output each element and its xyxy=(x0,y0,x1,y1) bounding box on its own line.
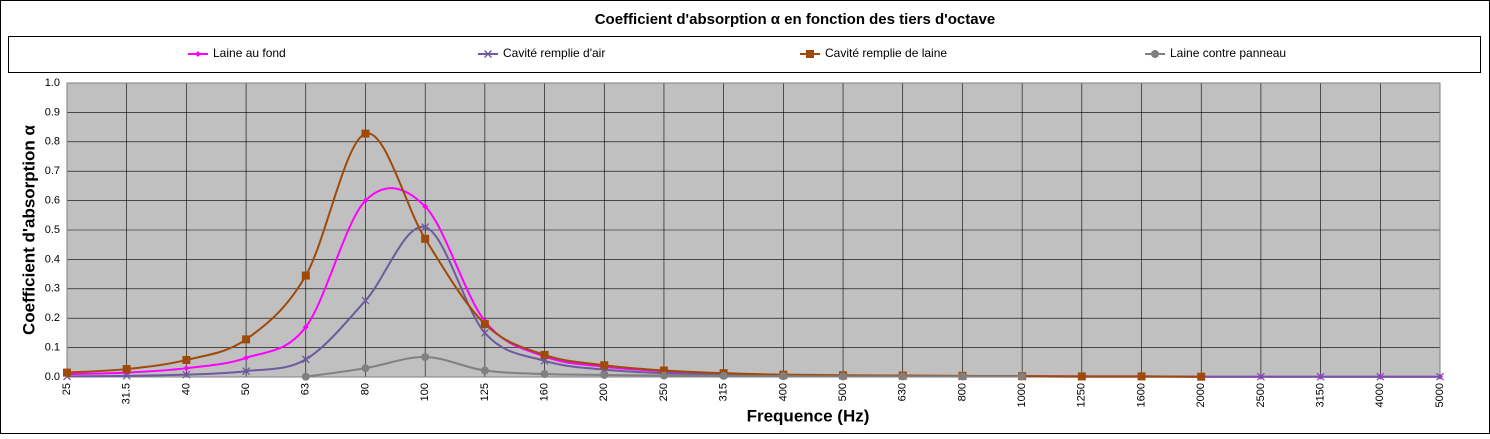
y-tick-label: 0.9 xyxy=(45,106,60,118)
marker xyxy=(122,365,131,374)
marker xyxy=(242,367,251,376)
marker xyxy=(1376,372,1385,381)
marker xyxy=(480,328,489,337)
marker xyxy=(540,350,549,359)
x-tick-label: 400 xyxy=(777,383,789,401)
x-tick-label: 2000 xyxy=(1195,383,1207,407)
y-tick-label: 0.4 xyxy=(45,253,60,265)
marker xyxy=(362,197,369,204)
marker xyxy=(1436,372,1444,381)
marker xyxy=(301,372,310,381)
marker xyxy=(183,365,190,372)
y-tick-label: 1.0 xyxy=(45,77,60,89)
y-tick-label: 0.5 xyxy=(45,224,60,236)
marker xyxy=(958,372,967,381)
marker xyxy=(1197,372,1206,381)
x-tick-label: 31.5 xyxy=(121,383,133,404)
x-tick-label: 3150 xyxy=(1315,383,1327,407)
x-tick-label: 5000 xyxy=(1434,383,1446,407)
marker xyxy=(719,371,728,380)
marker xyxy=(600,370,609,379)
marker xyxy=(1077,372,1086,381)
marker xyxy=(659,371,668,380)
x-tick-label: 2500 xyxy=(1255,383,1267,407)
x-tick-label: 1000 xyxy=(1016,383,1028,407)
marker xyxy=(1316,372,1325,381)
y-tick-label: 0.7 xyxy=(45,165,60,177)
x-tick-label: 4000 xyxy=(1374,383,1386,407)
x-tick-label: 50 xyxy=(240,383,252,395)
x-tick-label: 63 xyxy=(300,383,312,395)
marker xyxy=(421,353,430,362)
plot-border xyxy=(66,82,1441,378)
marker xyxy=(242,335,251,344)
marker xyxy=(779,372,788,381)
x-tick-label: 1600 xyxy=(1135,383,1147,407)
x-axis-title: Frequence (Hz) xyxy=(747,406,870,425)
y-tick-label: 0.6 xyxy=(45,195,60,207)
y-tick-label: 0.2 xyxy=(45,312,60,324)
legend-box xyxy=(8,36,1481,73)
x-tick-label: 630 xyxy=(897,383,909,401)
y-axis-title: Coefficient d'absorption α xyxy=(19,124,38,335)
marker xyxy=(361,129,370,138)
marker xyxy=(195,51,201,57)
x-tick-label: 40 xyxy=(180,383,192,395)
marker xyxy=(1018,372,1027,381)
marker xyxy=(182,370,191,379)
marker xyxy=(806,50,814,58)
marker xyxy=(302,324,309,331)
x-tick-label: 800 xyxy=(956,383,968,401)
x-tick-label: 1250 xyxy=(1076,383,1088,407)
marker xyxy=(361,296,370,305)
x-tick-label: 25 xyxy=(61,383,73,395)
y-tick-label: 0.0 xyxy=(45,371,60,383)
y-tick-label: 0.3 xyxy=(45,283,60,295)
marker xyxy=(480,320,489,329)
marker xyxy=(122,371,131,380)
x-tick-label: 250 xyxy=(658,383,670,401)
marker xyxy=(898,372,907,381)
x-tick-label: 315 xyxy=(718,383,730,401)
marker xyxy=(301,355,310,364)
legend-label: Laine contre panneau xyxy=(1170,46,1286,60)
marker xyxy=(243,354,250,361)
marker xyxy=(63,368,71,377)
legend-label: Cavité remplie de laine xyxy=(825,46,947,60)
x-tick-label: 500 xyxy=(837,383,849,401)
marker xyxy=(1137,372,1146,381)
marker xyxy=(659,366,668,375)
marker xyxy=(600,361,609,370)
marker xyxy=(484,50,492,58)
marker xyxy=(839,372,848,381)
marker xyxy=(182,355,191,364)
x-tick-label: 80 xyxy=(359,383,371,395)
x-tick-label: 160 xyxy=(538,383,550,401)
y-tick-label: 0.1 xyxy=(45,342,60,354)
x-tick-label: 200 xyxy=(598,383,610,401)
x-tick-label: 100 xyxy=(419,383,431,401)
marker xyxy=(1151,50,1159,58)
y-tick-label: 0.8 xyxy=(45,136,60,148)
x-tick-label: 125 xyxy=(479,383,491,401)
marker xyxy=(361,364,370,373)
marker xyxy=(422,203,429,210)
marker xyxy=(301,271,310,280)
marker xyxy=(1256,372,1265,381)
chart-title: Coefficient d'absorption α en fonction d… xyxy=(595,11,996,28)
marker xyxy=(540,370,549,379)
legend-label: Cavité remplie d'air xyxy=(503,46,605,60)
marker xyxy=(480,366,489,375)
legend-label: Laine au fond xyxy=(213,46,286,60)
marker xyxy=(421,223,430,232)
marker xyxy=(421,234,430,243)
